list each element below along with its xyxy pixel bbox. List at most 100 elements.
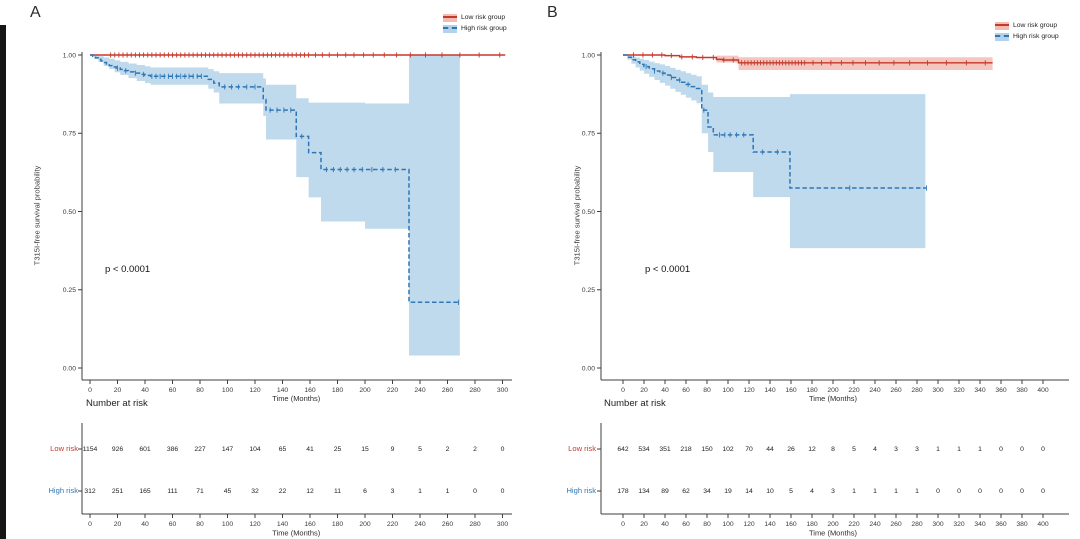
risk-count: 25: [334, 446, 342, 453]
risk-count: 642: [617, 446, 629, 453]
svg-text:200: 200: [827, 387, 839, 394]
risk-count: 312: [84, 488, 96, 495]
svg-text:Time (Months): Time (Months): [809, 529, 858, 538]
svg-text:0.50: 0.50: [63, 209, 76, 216]
high-risk-key-icon: [995, 32, 1009, 41]
risk-row-label-high-a: High risk: [48, 486, 78, 495]
svg-text:160: 160: [785, 521, 797, 528]
svg-text:360: 360: [995, 521, 1007, 528]
svg-text:20: 20: [114, 387, 122, 394]
svg-text:100: 100: [722, 521, 734, 528]
risk-count: 150: [701, 446, 713, 453]
svg-text:160: 160: [304, 387, 316, 394]
svg-text:320: 320: [953, 521, 965, 528]
risk-row-label-low-a: Low risk: [50, 444, 78, 453]
svg-text:20: 20: [640, 387, 648, 394]
risk-count: 32: [251, 488, 259, 495]
risk-count: 5: [852, 446, 856, 453]
risk-count: 70: [745, 446, 753, 453]
svg-text:260: 260: [442, 387, 454, 394]
risk-count: 4: [810, 488, 814, 495]
risk-count: 0: [1041, 488, 1045, 495]
svg-text:300: 300: [497, 521, 509, 528]
risk-count: 1: [957, 446, 961, 453]
svg-text:140: 140: [277, 521, 289, 528]
y-axis-title-b: T315I-free survival probability: [572, 165, 582, 266]
legend-label-low: Low risk group: [1013, 21, 1058, 29]
risk-count: 251: [112, 488, 124, 495]
risk-count: 34: [703, 488, 711, 495]
svg-text:280: 280: [469, 387, 481, 394]
high-risk-ci-band: [90, 55, 460, 356]
risk-count: 0: [501, 446, 505, 453]
km-plot-b: 0 20 40 60 80 100 120 140 160 180 200 220 240 260 280 3…: [582, 52, 1069, 403]
risk-count: 12: [808, 446, 816, 453]
legend-item-high-risk: High risk group: [995, 32, 1059, 41]
svg-text:80: 80: [196, 387, 204, 394]
svg-text:100: 100: [222, 521, 234, 528]
svg-text:1.00: 1.00: [582, 52, 595, 59]
svg-text:200: 200: [359, 387, 371, 394]
risk-count: 11: [334, 488, 341, 495]
risk-count: 19: [724, 488, 732, 495]
risk-count: 12: [306, 488, 314, 495]
risk-count: 0: [1020, 446, 1024, 453]
svg-text:260: 260: [890, 521, 902, 528]
svg-text:0.75: 0.75: [63, 131, 76, 138]
svg-text:120: 120: [743, 387, 755, 394]
risk-count: 147: [222, 446, 234, 453]
svg-text:Time (Months): Time (Months): [809, 394, 858, 403]
risk-count: 0: [978, 488, 982, 495]
svg-text:0.25: 0.25: [582, 287, 595, 294]
svg-text:1.00: 1.00: [63, 52, 76, 59]
risk-count: 62: [682, 488, 690, 495]
risk-row-label-low-b: Low risk: [568, 444, 596, 453]
number-at-risk-title-b: Number at risk: [604, 398, 666, 409]
low-risk-key-icon: [995, 21, 1009, 30]
svg-text:380: 380: [1016, 521, 1028, 528]
svg-text:60: 60: [169, 387, 177, 394]
legend-label-high: High risk group: [461, 24, 507, 32]
svg-text:0: 0: [621, 387, 625, 394]
y-axis-title-a: T315I-free survival probability: [32, 165, 42, 266]
svg-text:100: 100: [222, 387, 234, 394]
svg-text:60: 60: [682, 521, 690, 528]
risk-count: 44: [766, 446, 774, 453]
svg-text:140: 140: [764, 521, 776, 528]
risk-count: 1: [852, 488, 856, 495]
svg-text:300: 300: [932, 387, 944, 394]
risk-count: 0: [473, 488, 477, 495]
svg-text:160: 160: [304, 521, 316, 528]
svg-text:260: 260: [890, 387, 902, 394]
svg-text:Time (Months): Time (Months): [272, 529, 321, 538]
number-at-risk-title-a: Number at risk: [86, 398, 148, 409]
svg-text:40: 40: [661, 521, 669, 528]
svg-text:220: 220: [387, 387, 399, 394]
svg-text:40: 40: [661, 387, 669, 394]
svg-text:300: 300: [932, 521, 944, 528]
svg-text:240: 240: [869, 521, 881, 528]
svg-text:200: 200: [827, 521, 839, 528]
risk-count: 0: [999, 488, 1003, 495]
risk-count: 0: [1020, 488, 1024, 495]
risk-count: 134: [638, 488, 650, 495]
risk-count: 926: [112, 446, 124, 453]
risk-row-label-high-b: High risk: [566, 486, 596, 495]
risk-count: 0: [936, 488, 940, 495]
svg-text:240: 240: [414, 387, 426, 394]
risk-count: 5: [418, 446, 422, 453]
risk-count: 8: [831, 446, 835, 453]
svg-text:240: 240: [414, 521, 426, 528]
low-risk-curve: [623, 54, 993, 64]
risk-count: 26: [787, 446, 795, 453]
svg-text:180: 180: [332, 521, 344, 528]
risk-count: 1: [936, 446, 940, 453]
risk-count: 227: [194, 446, 206, 453]
high-risk-ci-band: [623, 55, 926, 249]
risk-count: 6: [363, 488, 367, 495]
svg-text:80: 80: [703, 521, 711, 528]
svg-text:380: 380: [1016, 387, 1028, 394]
risk-count: 0: [1041, 446, 1045, 453]
svg-text:0: 0: [88, 387, 92, 394]
svg-text:Time (Months): Time (Months): [272, 394, 321, 403]
